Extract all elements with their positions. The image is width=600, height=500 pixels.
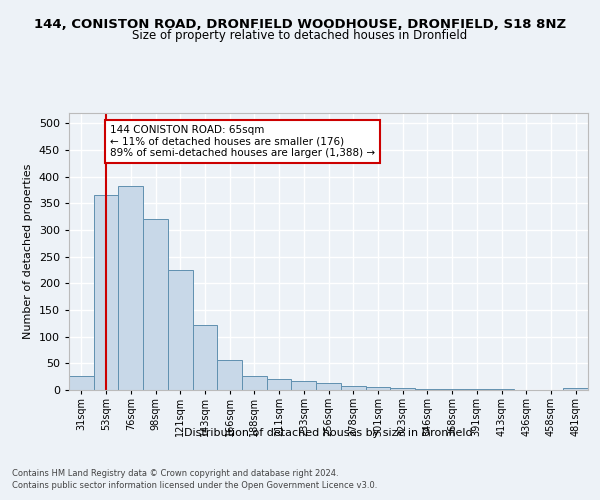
- Text: Size of property relative to detached houses in Dronfield: Size of property relative to detached ho…: [133, 29, 467, 42]
- Bar: [143, 219, 168, 390]
- Bar: [193, 325, 217, 390]
- Text: Contains HM Land Registry data © Crown copyright and database right 2024.: Contains HM Land Registry data © Crown c…: [12, 470, 338, 478]
- Bar: [69, 376, 94, 390]
- Bar: [292, 382, 316, 390]
- Bar: [94, 195, 118, 390]
- Bar: [168, 270, 193, 390]
- Bar: [267, 380, 292, 390]
- Text: 144 CONISTON ROAD: 65sqm
← 11% of detached houses are smaller (176)
89% of semi-: 144 CONISTON ROAD: 65sqm ← 11% of detach…: [110, 125, 375, 158]
- Text: 144, CONISTON ROAD, DRONFIELD WOODHOUSE, DRONFIELD, S18 8NZ: 144, CONISTON ROAD, DRONFIELD WOODHOUSE,…: [34, 18, 566, 30]
- Y-axis label: Number of detached properties: Number of detached properties: [23, 164, 33, 339]
- Text: Contains public sector information licensed under the Open Government Licence v3: Contains public sector information licen…: [12, 482, 377, 490]
- Text: Distribution of detached houses by size in Dronfield: Distribution of detached houses by size …: [184, 428, 473, 438]
- Bar: [341, 386, 365, 390]
- Bar: [217, 360, 242, 390]
- Bar: [118, 186, 143, 390]
- Bar: [563, 388, 588, 390]
- Bar: [242, 376, 267, 390]
- Bar: [316, 383, 341, 390]
- Bar: [390, 388, 415, 390]
- Bar: [365, 388, 390, 390]
- Bar: [415, 389, 440, 390]
